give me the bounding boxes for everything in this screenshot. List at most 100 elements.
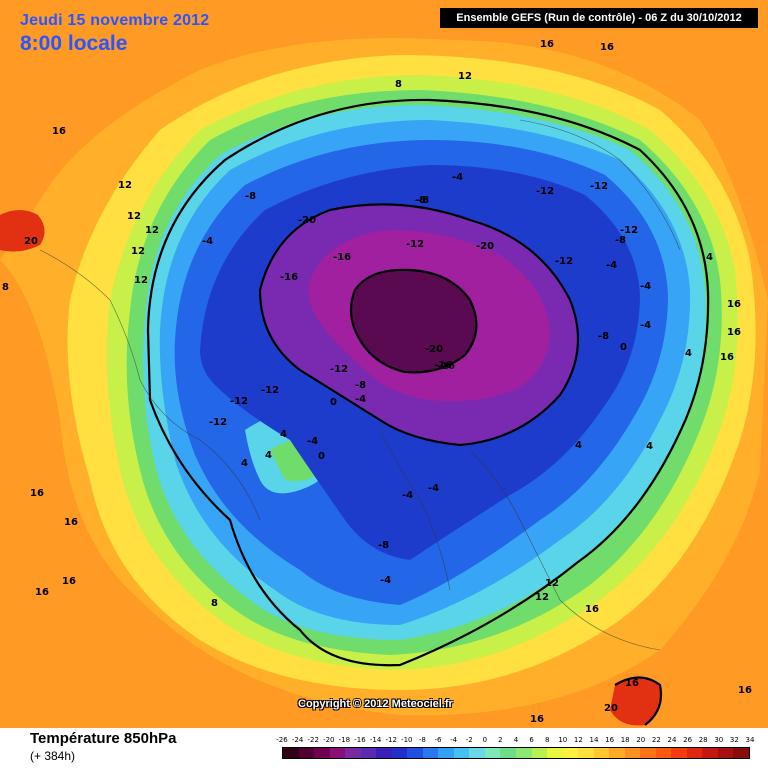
legend-tick-label: 2	[498, 736, 503, 744]
legend-tick-label: 20	[636, 736, 646, 744]
legend-tick-label: -10	[401, 736, 413, 744]
map-canvas: 16 16 12 8 16 12 12 12 20 12 -4 -8 -8 -4…	[0, 0, 768, 728]
legend-tick-label: 30	[714, 736, 724, 744]
field-title: Température 850hPa	[30, 730, 177, 747]
map-label: -20	[476, 241, 494, 252]
legend-tick-label: 0	[482, 736, 488, 744]
map-label: -8	[598, 331, 609, 342]
legend-swatch	[391, 748, 408, 758]
legend-tick-label: -14	[369, 736, 382, 744]
map-label: 20	[24, 236, 38, 247]
isotherm-labels: 16 16 12 8 16 12 12 12 20 12 -4 -8 -8 -4…	[2, 39, 752, 725]
map-label: -4	[452, 172, 463, 183]
map-label: 16	[540, 39, 554, 50]
legend-swatch	[702, 748, 718, 758]
legend-tick-label: 28	[698, 736, 708, 744]
legend-tick-label: -4	[450, 736, 458, 744]
legend-swatch	[376, 748, 392, 758]
map-label: -12	[209, 417, 227, 428]
model-run-title: Ensemble GEFS (Run de contrôle) - 06 Z d…	[440, 8, 758, 28]
legend-swatch	[469, 748, 485, 758]
legend-swatch	[531, 748, 548, 758]
map-label: 12	[535, 592, 549, 603]
map-label: 4	[685, 348, 692, 359]
legend-swatch	[686, 748, 703, 758]
legend-swatch	[640, 748, 656, 758]
map-label: 16	[585, 604, 599, 615]
map-label: -8	[378, 540, 389, 551]
map-label: -4	[380, 575, 391, 586]
legend-tick-label: -2	[465, 736, 473, 744]
map-label: 4	[280, 429, 287, 440]
warm-spot-south	[610, 677, 661, 726]
legend-tick-label: -12	[385, 736, 397, 744]
legend-tick-label: -16	[354, 736, 366, 744]
color-legend: -26 -24 -22 -20 -18 -16 -14 -12 -10 -8 -6 -4 -2 0 2 4 6 8…	[276, 736, 754, 762]
map-label: -16	[280, 272, 298, 283]
map-label: -16	[437, 361, 455, 372]
map-label: -12	[230, 396, 248, 407]
map-label: -20	[298, 215, 316, 226]
map-label: -4	[202, 236, 213, 247]
map-label: -12	[406, 239, 424, 250]
legend-tick-label: -20	[323, 736, 335, 744]
legend-swatch	[671, 748, 687, 758]
map-label: -12	[620, 225, 638, 236]
map-label: -4	[307, 436, 318, 447]
map-label: -8	[418, 195, 429, 206]
legend-tick-label: 10	[558, 736, 568, 744]
legend-tick-label: -22	[307, 736, 319, 744]
legend-swatch	[283, 748, 299, 758]
legend-tick-label: -6	[434, 736, 442, 744]
legend-swatch	[624, 748, 641, 758]
cold-core	[351, 269, 477, 373]
map-label: 12	[545, 578, 559, 589]
map-label: 16	[738, 685, 752, 696]
map-label: 4	[575, 440, 582, 451]
map-label: -8	[245, 191, 256, 202]
isotherm-contours	[146, 98, 710, 726]
map-label: -12	[261, 385, 279, 396]
legend-swatch	[609, 748, 625, 758]
legend-tick-label: 24	[667, 736, 677, 744]
map-label: 16	[52, 126, 66, 137]
map-label: -12	[536, 186, 554, 197]
map-label: 0	[318, 451, 325, 462]
map-label: -8	[415, 195, 426, 206]
map-label: 8	[395, 79, 402, 90]
map-label: -20	[425, 344, 443, 355]
footer-bar: Température 850hPa (+ 384h) -26 -24 -22 -20…	[0, 728, 768, 768]
legend-tick-label: -18	[338, 736, 351, 744]
legend-labels: -26 -24 -22 -20 -18 -16 -14 -12 -10 -8 -6 -4 -2 0 2 4 6 8…	[276, 736, 754, 746]
map-label: -4	[606, 260, 617, 271]
legend-swatch	[345, 748, 361, 758]
map-label: 16	[600, 42, 614, 53]
map-label: 16	[35, 587, 49, 598]
map-label: 12	[118, 180, 132, 191]
legend-swatch	[547, 748, 563, 758]
map-label: -16	[434, 360, 452, 371]
map-label: 16	[530, 714, 544, 725]
forecast-time: 8:00 locale	[20, 32, 128, 55]
legend-swatch	[360, 748, 377, 758]
map-label: -12	[555, 256, 573, 267]
map-label: 12	[145, 225, 159, 236]
map-label: -4	[428, 483, 439, 494]
legend-swatch	[655, 748, 672, 758]
map-label: 16	[62, 576, 76, 587]
map-label: 4	[241, 458, 248, 469]
legend-swatch	[329, 748, 346, 758]
legend-tick-label: -26	[276, 736, 288, 744]
legend-tick-label: 16	[605, 736, 615, 744]
legend-swatch	[484, 748, 501, 758]
legend-tick-label: 26	[683, 736, 693, 744]
map-label: -4	[402, 490, 413, 501]
copyright-notice: Copyright © 2012 Meteociel.fr	[298, 698, 453, 710]
map-label: 12	[134, 275, 148, 286]
map-label: 16	[30, 488, 44, 499]
temperature-map: 16 16 12 8 16 12 12 12 20 12 -4 -8 -8 -4…	[0, 0, 768, 728]
legend-tick-label: 12	[573, 736, 583, 744]
legend-swatch	[593, 748, 610, 758]
map-label: -8	[355, 380, 366, 391]
map-label: 12	[131, 246, 145, 257]
